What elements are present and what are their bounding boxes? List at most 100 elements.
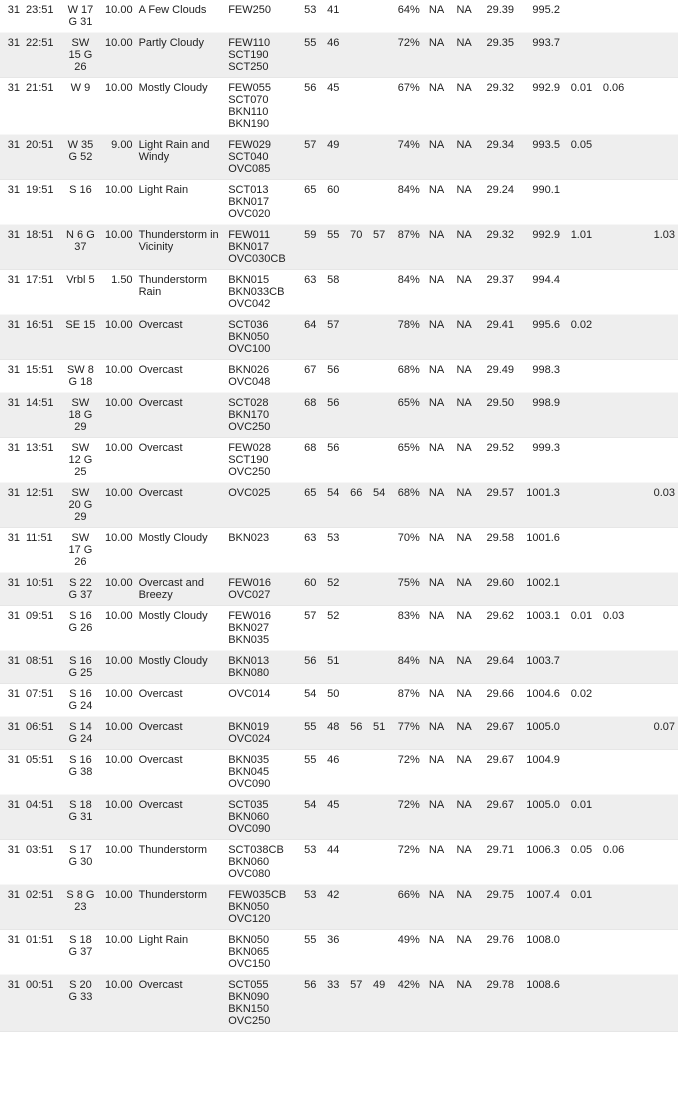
cell-hi: NA [450,78,478,135]
cell-p24 [646,795,678,840]
cell-wind: SW 8 G 18 [62,360,99,393]
table-row: 3108:51S 16 G 2510.00Mostly CloudyBKN013… [0,651,678,684]
cell-dew: 56 [319,438,342,483]
cell-wind: S 22 G 37 [62,573,99,606]
cell-p3 [595,717,627,750]
cell-weather: Light Rain [136,930,226,975]
cell-rh: 87% [388,684,422,717]
cell-p3 [595,315,627,360]
cell-p6 [627,360,645,393]
cell-wc: NA [423,180,451,225]
cell-hi: NA [450,840,478,885]
cell-p3 [595,33,627,78]
cell-altimeter: 29.50 [478,393,517,438]
cell-wc: NA [423,33,451,78]
cell-hi: NA [450,135,478,180]
cell-wc: NA [423,78,451,135]
cell-hi: NA [450,225,478,270]
cell-p3 [595,528,627,573]
cell-dew: 58 [319,270,342,315]
cell-time: 08:51 [23,651,62,684]
cell-sky: FEW029SCT040OVC085 [225,135,296,180]
cell-date: 31 [0,360,23,393]
cell-slp: 1004.9 [517,750,563,795]
cell-t6max [342,270,365,315]
cell-p6 [627,684,645,717]
cell-sky: FEW016BKN027BKN035 [225,606,296,651]
cell-t6min [365,885,388,930]
cell-slp: 1001.6 [517,528,563,573]
cell-dew: 57 [319,315,342,360]
cell-p3 [595,651,627,684]
cell-t6max [342,750,365,795]
cell-vis: 10.00 [99,975,136,1032]
cell-t6max [342,360,365,393]
cell-date: 31 [0,438,23,483]
cell-wc: NA [423,483,451,528]
cell-hi: NA [450,795,478,840]
cell-weather: Overcast [136,360,226,393]
cell-temp: 65 [296,180,319,225]
cell-date: 31 [0,393,23,438]
cell-wind: SW 15 G 26 [62,33,99,78]
table-row: 3114:51SW 18 G 2910.00OvercastSCT028BKN1… [0,393,678,438]
cell-p1 [563,270,595,315]
cell-time: 21:51 [23,78,62,135]
cell-sky: FEW011BKN017OVC030CB [225,225,296,270]
cell-t6max [342,930,365,975]
cell-rh: 70% [388,528,422,573]
cell-rh: 72% [388,795,422,840]
cell-slp: 1004.6 [517,684,563,717]
cell-wc: NA [423,717,451,750]
cell-temp: 68 [296,438,319,483]
cell-t6min [365,840,388,885]
cell-t6min [365,573,388,606]
cell-time: 16:51 [23,315,62,360]
cell-sky: SCT055BKN090BKN150OVC250 [225,975,296,1032]
cell-hi: NA [450,438,478,483]
cell-wind: S 18 G 37 [62,930,99,975]
cell-rh: 72% [388,840,422,885]
cell-rh: 67% [388,78,422,135]
cell-t6max [342,573,365,606]
cell-weather: Overcast [136,438,226,483]
cell-p24 [646,930,678,975]
cell-sky: OVC014 [225,684,296,717]
cell-hi: NA [450,0,478,33]
cell-date: 31 [0,78,23,135]
cell-time: 12:51 [23,483,62,528]
cell-p6 [627,528,645,573]
cell-sky: BKN050BKN065OVC150 [225,930,296,975]
cell-hi: NA [450,270,478,315]
cell-t6min: 54 [365,483,388,528]
cell-p3 [595,225,627,270]
cell-p24 [646,840,678,885]
cell-sky: BKN015BKN033CBOVC042 [225,270,296,315]
cell-wind: S 16 G 38 [62,750,99,795]
cell-weather: Overcast [136,393,226,438]
cell-vis: 10.00 [99,930,136,975]
cell-temp: 56 [296,78,319,135]
cell-hi: NA [450,975,478,1032]
cell-time: 22:51 [23,33,62,78]
cell-dew: 50 [319,684,342,717]
cell-p1 [563,930,595,975]
cell-time: 05:51 [23,750,62,795]
cell-p1: 0.01 [563,885,595,930]
cell-altimeter: 29.57 [478,483,517,528]
cell-hi: NA [450,573,478,606]
cell-weather: Overcast [136,795,226,840]
cell-p6 [627,315,645,360]
table-row: 3121:51W 910.00Mostly CloudyFEW055SCT070… [0,78,678,135]
cell-time: 06:51 [23,717,62,750]
cell-vis: 10.00 [99,840,136,885]
cell-hi: NA [450,393,478,438]
table-row: 3119:51S 1610.00Light RainSCT013BKN017OV… [0,180,678,225]
cell-wc: NA [423,750,451,795]
cell-date: 31 [0,225,23,270]
table-row: 3100:51S 20 G 3310.00OvercastSCT055BKN09… [0,975,678,1032]
cell-hi: NA [450,750,478,795]
cell-p6 [627,573,645,606]
cell-weather: Overcast [136,750,226,795]
cell-temp: 68 [296,393,319,438]
